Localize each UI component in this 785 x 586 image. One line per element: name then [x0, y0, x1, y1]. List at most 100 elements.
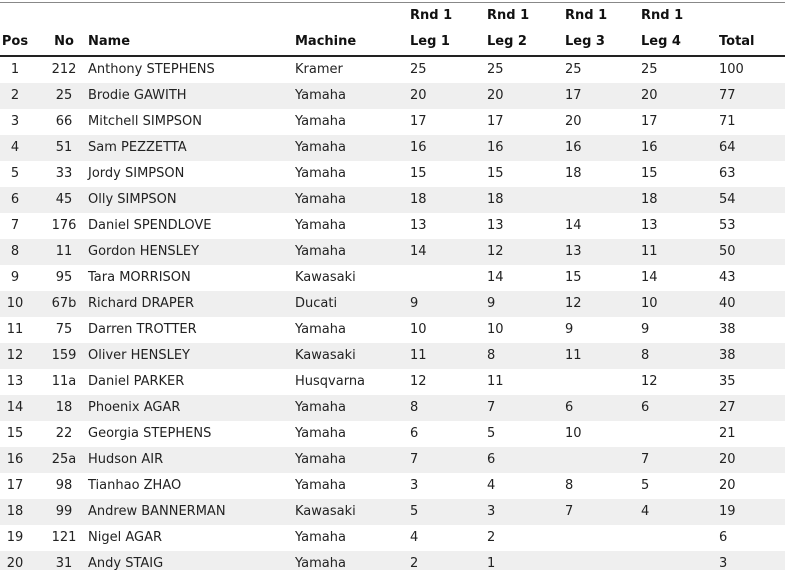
table-row: 17 98 Tianhao ZHAO Yamaha 3 4 8 5 20	[0, 473, 785, 499]
table-cell: 71	[719, 114, 736, 129]
table-cell: 7	[487, 400, 496, 415]
table-cell: 9	[641, 322, 650, 337]
table-cell: 20	[410, 88, 427, 103]
table-cell: 11	[6, 322, 24, 337]
table-cell: Kawasaki	[295, 348, 356, 363]
table-cell: 4	[410, 530, 419, 545]
table-cell: 3	[719, 556, 728, 570]
table-cell: 10	[6, 296, 24, 311]
table-cell: 5	[10, 166, 20, 181]
table-cell: 77	[719, 88, 736, 103]
table-cell: 1	[10, 62, 20, 77]
table-cell: 15	[410, 166, 427, 181]
table-cell: Tara MORRISON	[88, 270, 191, 285]
table-cell: 15	[641, 166, 658, 181]
table-cell: 16	[565, 140, 582, 155]
table-cell: 16	[487, 140, 504, 155]
table-cell: 64	[719, 140, 736, 155]
table-row: 15 22 Georgia STEPHENS Yamaha 6 5 10 21	[0, 421, 785, 447]
table-cell: 25	[410, 62, 427, 77]
table-cell: 9	[565, 322, 574, 337]
column-header: Leg 3	[565, 34, 605, 49]
table-cell: 17	[487, 114, 504, 129]
table-cell: Anthony STEPHENS	[88, 62, 215, 77]
table-cell: 6	[410, 426, 419, 441]
table-cell: 13	[410, 218, 427, 233]
table-cell: 12	[487, 244, 504, 259]
table-cell: 63	[719, 166, 736, 181]
table-cell: 17	[6, 478, 24, 493]
table-row: 10 67b Richard DRAPER Ducati 9 9 12 10 40	[0, 291, 785, 317]
table-cell: 20	[487, 88, 504, 103]
table-cell: 16	[410, 140, 427, 155]
table-cell: 51	[55, 140, 73, 155]
table-cell: Hudson AIR	[88, 452, 164, 467]
table-cell: 11	[641, 244, 658, 259]
table-cell: 3	[487, 504, 496, 519]
table-cell: 100	[719, 62, 744, 77]
table-row: 6 45 Olly SIMPSON Yamaha 18 18 18 54	[0, 187, 785, 213]
table-cell: 25	[565, 62, 582, 77]
column-group-header: Rnd 1	[565, 8, 608, 23]
table-cell: 25	[55, 88, 73, 103]
table-cell: 54	[719, 192, 736, 207]
table-row: 18 99 Andrew BANNERMAN Kawasaki 5 3 7 4 19	[0, 499, 785, 525]
table-cell: 8	[10, 244, 20, 259]
column-header: Total	[719, 34, 755, 49]
table-cell: 11a	[51, 374, 77, 389]
table-cell: 18	[641, 192, 658, 207]
table-cell: 5	[487, 426, 496, 441]
column-header: Machine	[295, 34, 357, 49]
table-cell: 6	[641, 400, 650, 415]
table-cell: Ducati	[295, 296, 338, 311]
table-cell: 21	[719, 426, 736, 441]
table-cell: Daniel PARKER	[88, 374, 185, 389]
table-cell: 15	[6, 426, 24, 441]
table-cell: Yamaha	[295, 556, 346, 570]
table-row: 14 18 Phoenix AGAR Yamaha 8 7 6 6 27	[0, 395, 785, 421]
table-cell: 2	[487, 530, 496, 545]
table-cell: 14	[487, 270, 504, 285]
table-row: 9 95 Tara MORRISON Kawasaki 14 15 14 43	[0, 265, 785, 291]
table-cell: 38	[719, 322, 736, 337]
table-row: 8 11 Gordon HENSLEY Yamaha 14 12 13 11 50	[0, 239, 785, 265]
column-header: Pos	[1, 34, 29, 49]
table-top-rule	[0, 2, 785, 3]
table-cell: 75	[55, 322, 73, 337]
table-cell: 12	[641, 374, 658, 389]
table-cell: 99	[55, 504, 73, 519]
table-cell: 20	[719, 452, 736, 467]
table-cell: Kramer	[295, 62, 343, 77]
table-row: 19 121 Nigel AGAR Yamaha 4 2 6	[0, 525, 785, 551]
table-cell: 18	[55, 400, 73, 415]
table-cell: 4	[10, 140, 20, 155]
table-cell: Nigel AGAR	[88, 530, 162, 545]
table-cell: 45	[55, 192, 73, 207]
table-cell: 159	[51, 348, 77, 363]
table-row: 5 33 Jordy SIMPSON Yamaha 15 15 18 15 63	[0, 161, 785, 187]
table-row: 12 159 Oliver HENSLEY Kawasaki 11 8 11 8 38	[0, 343, 785, 369]
table-cell: Yamaha	[295, 244, 346, 259]
table-cell: 25	[641, 62, 658, 77]
table-cell: Brodie GAWITH	[88, 88, 187, 103]
table-cell: Yamaha	[295, 140, 346, 155]
table-cell: 9	[487, 296, 496, 311]
table-cell: 11	[487, 374, 504, 389]
table-cell: 27	[719, 400, 736, 415]
table-row: 20 31 Andy STAIG Yamaha 2 1 3	[0, 551, 785, 570]
table-cell: Yamaha	[295, 452, 346, 467]
table-cell: Gordon HENSLEY	[88, 244, 200, 259]
table-cell: 18	[487, 192, 504, 207]
table-cell: 9	[10, 270, 20, 285]
table-cell: Sam PEZZETTA	[88, 140, 187, 155]
table-cell: 25	[487, 62, 504, 77]
table-cell: 53	[719, 218, 736, 233]
table-cell: 12	[565, 296, 582, 311]
table-cell: 20	[719, 478, 736, 493]
table-cell: Yamaha	[295, 218, 346, 233]
table-cell: 9	[410, 296, 419, 311]
table-cell: Georgia STEPHENS	[88, 426, 212, 441]
column-group-header: Rnd 1	[487, 8, 530, 23]
table-cell: 10	[487, 322, 504, 337]
table-cell: Richard DRAPER	[88, 296, 194, 311]
